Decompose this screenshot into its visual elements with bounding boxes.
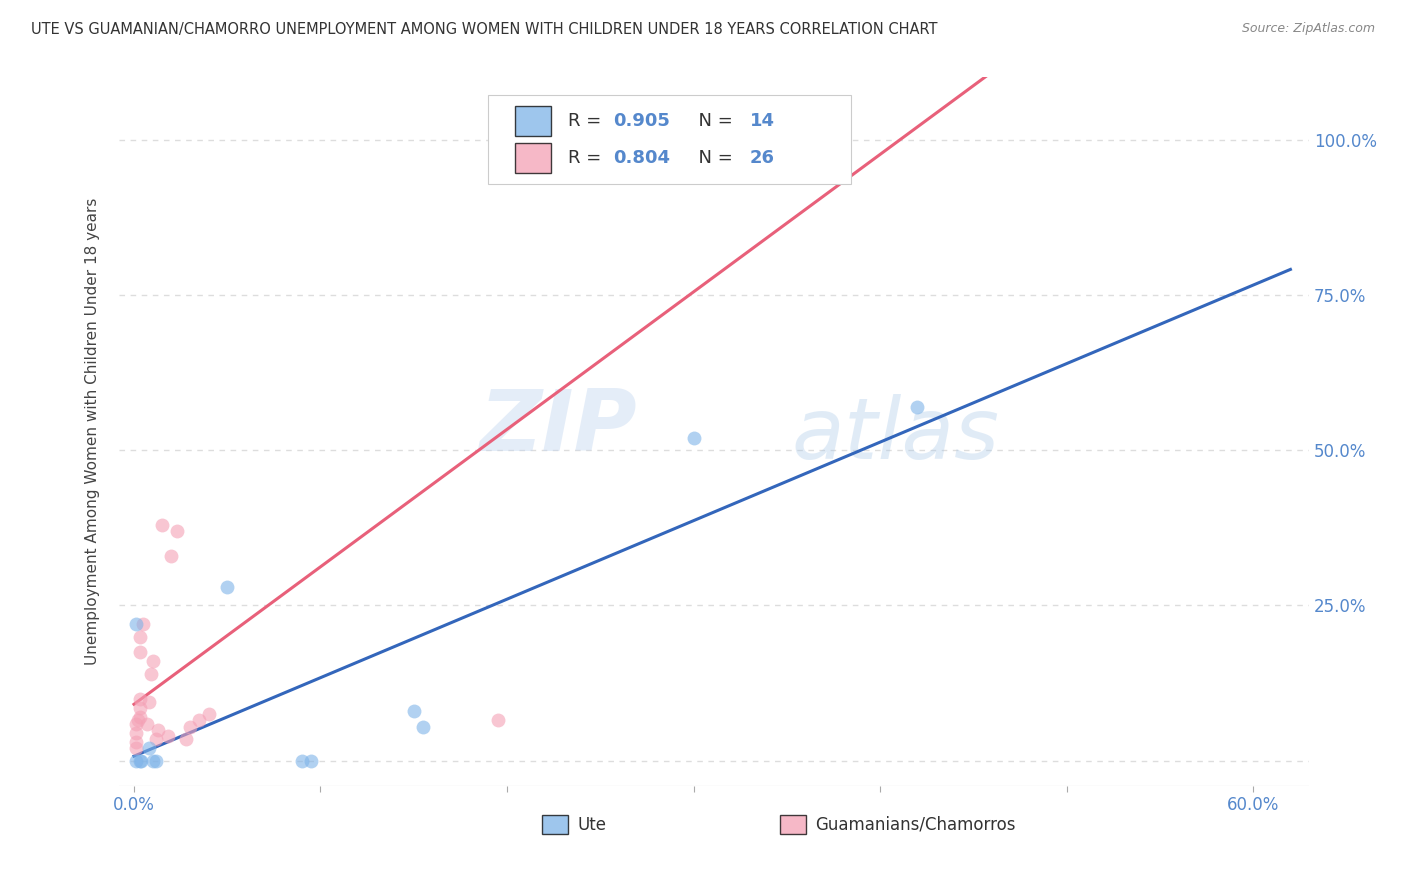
Point — [142, 754, 165, 768]
Point — [125, 716, 148, 731]
Text: atlas: atlas — [792, 393, 1000, 476]
FancyBboxPatch shape — [488, 95, 851, 184]
Point — [128, 645, 150, 659]
Point — [174, 732, 197, 747]
Text: Source: ZipAtlas.com: Source: ZipAtlas.com — [1241, 22, 1375, 36]
Point — [131, 754, 153, 768]
Point — [197, 707, 219, 722]
Text: 14: 14 — [749, 112, 775, 129]
Text: N =: N = — [686, 149, 738, 167]
Point — [125, 741, 148, 756]
Point — [145, 754, 167, 768]
Text: ZIP: ZIP — [479, 386, 637, 469]
Text: R =: R = — [568, 149, 607, 167]
Point — [125, 754, 148, 768]
Point — [136, 716, 159, 731]
Point — [217, 580, 239, 594]
FancyBboxPatch shape — [516, 144, 551, 173]
Text: UTE VS GUAMANIAN/CHAMORRO UNEMPLOYMENT AMONG WOMEN WITH CHILDREN UNDER 18 YEARS : UTE VS GUAMANIAN/CHAMORRO UNEMPLOYMENT A… — [31, 22, 938, 37]
Point — [138, 695, 160, 709]
Point — [188, 714, 211, 728]
Point — [128, 701, 150, 715]
Text: R =: R = — [568, 112, 607, 129]
Point — [142, 654, 165, 668]
Point — [139, 666, 162, 681]
Point — [125, 617, 148, 632]
Text: Guamanians/Chamorros: Guamanians/Chamorros — [815, 815, 1015, 833]
Y-axis label: Unemployment Among Women with Children Under 18 years: Unemployment Among Women with Children U… — [86, 198, 100, 665]
Point — [402, 704, 425, 718]
Text: Ute: Ute — [578, 815, 606, 833]
Point — [160, 549, 183, 563]
Point — [179, 720, 201, 734]
Point — [125, 735, 148, 749]
Point — [156, 729, 179, 743]
Text: 0.804: 0.804 — [613, 149, 669, 167]
Point — [128, 754, 150, 768]
FancyBboxPatch shape — [516, 106, 551, 136]
Point — [148, 723, 170, 737]
Point — [128, 691, 150, 706]
Point — [299, 754, 322, 768]
FancyBboxPatch shape — [779, 815, 806, 834]
Point — [132, 617, 155, 632]
Point — [533, 132, 555, 146]
Point — [412, 720, 434, 734]
Point — [486, 714, 509, 728]
Point — [125, 726, 148, 740]
Point — [682, 431, 704, 445]
Text: 0.905: 0.905 — [613, 112, 669, 129]
Point — [291, 754, 314, 768]
FancyBboxPatch shape — [541, 815, 568, 834]
Point — [128, 630, 150, 644]
Point — [127, 714, 149, 728]
Point — [166, 524, 188, 538]
Text: N =: N = — [686, 112, 738, 129]
Point — [138, 741, 160, 756]
Point — [150, 517, 173, 532]
Point — [128, 710, 150, 724]
Point — [145, 732, 167, 747]
Point — [905, 400, 928, 414]
Text: 26: 26 — [749, 149, 775, 167]
